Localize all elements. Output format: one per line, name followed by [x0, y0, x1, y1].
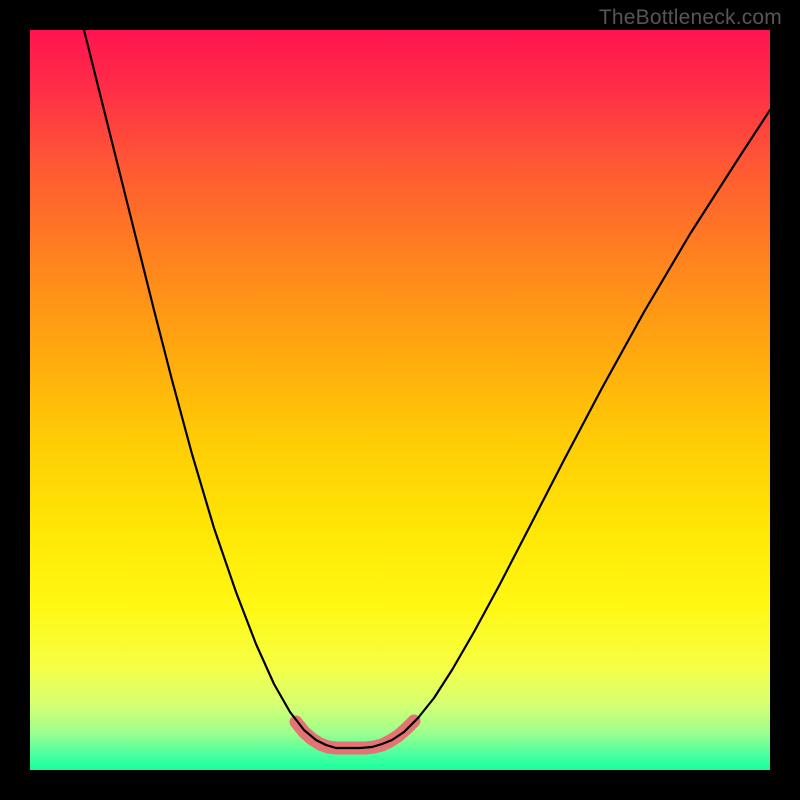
watermark-text: TheBottleneck.com	[599, 6, 782, 30]
chart-background	[30, 30, 770, 770]
chart-area	[30, 30, 770, 770]
chart-svg	[30, 30, 770, 770]
